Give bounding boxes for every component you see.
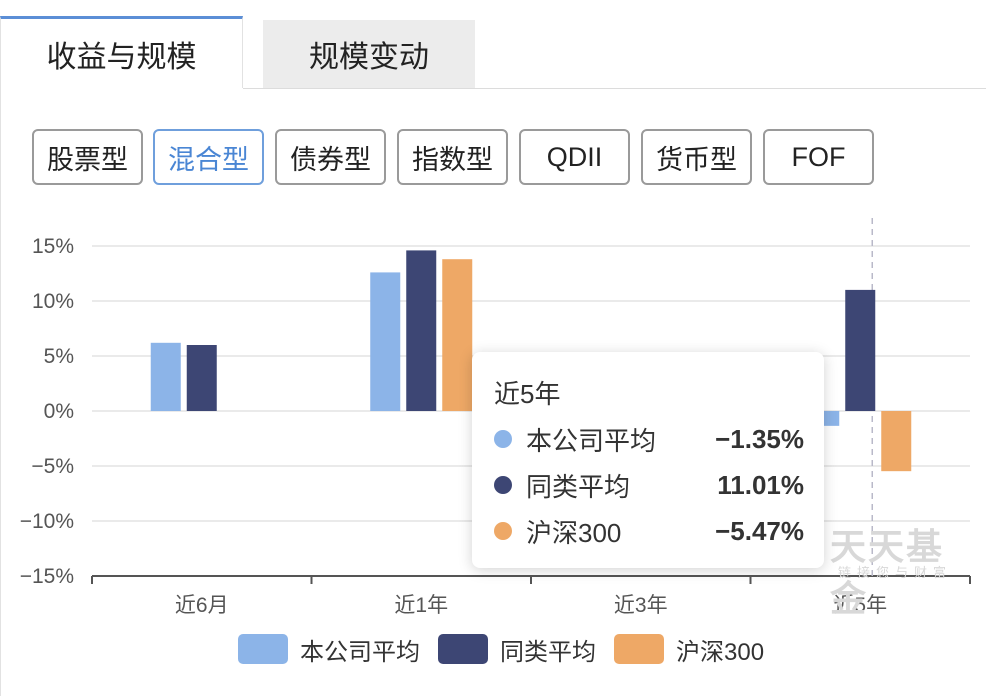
x-tick-label: 近6月 [175, 594, 229, 617]
filter-fof-button[interactable]: FOF [763, 129, 874, 185]
legend-item-company-avg[interactable]: 本公司平均 [238, 632, 420, 666]
tooltip-series-dot [494, 522, 512, 540]
y-tick-label: 0% [44, 400, 74, 423]
legend-swatch-csi300 [614, 634, 664, 664]
tab-divider [243, 88, 986, 89]
filter-hybrid-button[interactable]: 混合型 [153, 129, 264, 185]
bar-peer-avg [406, 250, 437, 411]
watermark-sub-text: 链接您与财富 [838, 565, 953, 580]
y-tick-label: −15% [20, 565, 74, 588]
tooltip-series-value: 11.01% [717, 469, 804, 500]
tooltip-row: 沪深300 −5.47% [494, 514, 804, 548]
legend-label: 同类平均 [500, 638, 596, 666]
legend-label: 沪深300 [676, 638, 765, 666]
bar-company-avg [370, 272, 401, 411]
tooltip-series-value: −1.35% [715, 423, 804, 454]
chart-tooltip: 近5年 本公司平均 −1.35% 同类平均 11.01% 沪深300 −5.47% [472, 352, 824, 568]
bar-csi300 [442, 259, 473, 411]
tooltip-row: 本公司平均 −1.35% [494, 422, 804, 456]
legend-item-csi300[interactable]: 沪深300 [614, 632, 764, 666]
filter-stock-button[interactable]: 股票型 [32, 129, 143, 185]
watermark-main-text: 天天基金 [830, 526, 945, 619]
y-tick-label: 5% [44, 345, 74, 368]
y-tick-label: 10% [32, 290, 74, 313]
x-tick-label: 近1年 [394, 594, 448, 617]
tooltip-row: 同类平均 11.01% [494, 468, 804, 502]
bar-peer-avg [186, 345, 217, 411]
panel-border [0, 88, 1, 696]
legend-label: 本公司平均 [300, 638, 420, 666]
filter-index-button[interactable]: 指数型 [397, 129, 508, 185]
filter-qdii-button[interactable]: QDII [519, 129, 630, 185]
y-tick-label: −5% [31, 455, 74, 478]
filter-money-button[interactable]: 货币型 [641, 129, 752, 185]
bar-company-avg [150, 342, 181, 411]
tab-scale-change[interactable]: 规模变动 [263, 20, 475, 88]
legend-item-peer-avg[interactable]: 同类平均 [438, 632, 596, 666]
tooltip-series-dot [494, 476, 512, 494]
watermark-logo: 天天基金 链接您与财富 [786, 518, 976, 619]
tooltip-series-dot [494, 430, 512, 448]
tooltip-series-value: −5.47% [715, 515, 804, 546]
bar-peer-avg [845, 289, 876, 411]
x-tick-label: 近5年 [833, 594, 887, 617]
tooltip-series-name: 同类平均 [526, 471, 631, 502]
tooltip-title: 近5年 [494, 379, 561, 409]
filter-bond-button[interactable]: 债券型 [275, 129, 386, 185]
x-tick-label: 近3年 [614, 594, 668, 617]
tooltip-series-name: 本公司平均 [526, 425, 657, 456]
tooltip-series-name: 沪深300 [526, 517, 622, 548]
bar-csi300 [881, 411, 912, 472]
chart-legend: 本公司平均 同类平均 沪深300 [0, 632, 986, 666]
legend-swatch-company-avg [238, 634, 288, 664]
fund-type-filters: 股票型 混合型 债券型 指数型 QDII 货币型 FOF [0, 129, 986, 185]
y-tick-label: −10% [20, 510, 74, 533]
tab-bar: 收益与规模 规模变动 [0, 14, 986, 88]
y-tick-label: 15% [32, 235, 74, 258]
legend-swatch-peer-avg [438, 634, 488, 664]
tab-returns-and-scale[interactable]: 收益与规模 [0, 16, 243, 88]
